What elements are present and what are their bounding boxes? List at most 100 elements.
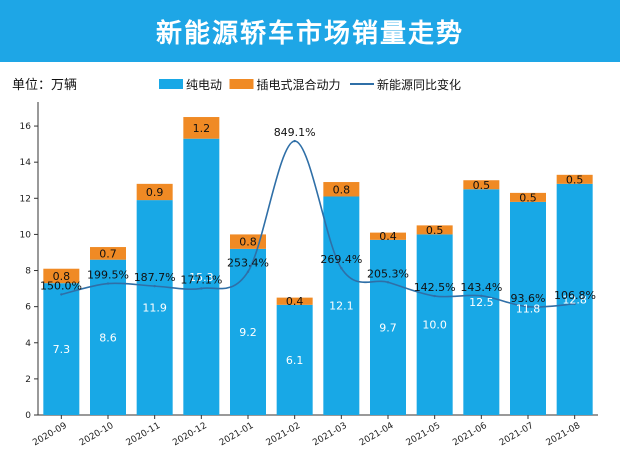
yoy-point	[340, 267, 343, 270]
x-tick-label: 2020-10	[78, 421, 116, 449]
phev-value-label: 1.2	[193, 122, 211, 135]
bar-bev	[510, 201, 546, 415]
x-tick-label: 2020-12	[171, 421, 209, 448]
y-tick-label: 4	[25, 339, 31, 349]
bev-value-label: 12.5	[469, 296, 494, 309]
bar-phev	[183, 117, 220, 139]
bev-value-label: 6.1	[286, 354, 304, 367]
yoy-line-layer	[60, 139, 576, 308]
x-tick-label: 2021-08	[545, 421, 583, 449]
bar-bev	[43, 283, 80, 415]
legend: 单位：万辆 纯电动 插电式混合动力 新能源同比变化	[12, 77, 461, 93]
legend-label: 插电式混合动力	[257, 77, 341, 92]
title-bar: 新能源轿车市场销量走势	[0, 0, 620, 62]
yoy-value-label: 143.4%	[460, 281, 502, 294]
chart-title: 新能源轿车市场销量走势	[155, 18, 464, 49]
y-tick-label: 6	[25, 303, 31, 313]
y-tick-label: 16	[20, 122, 32, 132]
phev-value-label: 0.8	[333, 183, 351, 196]
yoy-value-label: 269.4%	[320, 253, 362, 266]
phev-value-label: 0.4	[286, 295, 304, 308]
y-tick-label: 14	[20, 158, 32, 168]
yoy-point	[480, 294, 483, 298]
bev-value-label: 8.6	[99, 331, 117, 344]
bar-phev	[43, 268, 80, 284]
bar-bev	[136, 200, 173, 415]
phev-value-label: 0.7	[99, 247, 117, 260]
yoy-value-label: 142.5%	[414, 281, 456, 294]
x-tick-label: 2021-06	[451, 421, 489, 449]
bar-bev	[463, 189, 500, 415]
bar-phev	[323, 182, 360, 197]
x-tick-label: 2021-07	[498, 421, 536, 448]
bar-bev	[370, 239, 406, 415]
phev-value-label: 0.5	[426, 224, 444, 237]
bev-value-label: 10.0	[422, 319, 447, 332]
bar-phev	[90, 247, 126, 260]
bev-value-label: 11.9	[142, 302, 167, 315]
bar-bev	[323, 196, 360, 415]
phev-value-label: 0.5	[473, 179, 491, 192]
bar-phev	[230, 234, 266, 249]
bar-phev	[556, 174, 593, 184]
yoy-point	[573, 302, 576, 306]
yoy-point	[386, 281, 390, 284]
yoy-point	[153, 284, 156, 288]
data-labels: 7.3 8.6 11.9 15.3 9.2 6.1 12.1 9.7 10.0 12.5 11.8 1…	[40, 122, 596, 367]
yoy-value-label: 253.4%	[227, 257, 269, 270]
bar-bev	[230, 248, 266, 415]
phev-value-label: 0.8	[239, 236, 257, 249]
x-tick-label: 2021-03	[311, 421, 349, 448]
yoy-point	[60, 293, 63, 296]
yoy-value-label: 177.1%	[180, 273, 222, 286]
yoy-point	[293, 139, 296, 143]
bev-value-label: 9.7	[379, 321, 397, 334]
bar-phev	[370, 232, 406, 240]
bar-phev	[276, 297, 313, 305]
yoy-value-label: 150.0%	[40, 279, 82, 292]
yoy-value-label: 93.6%	[511, 292, 546, 305]
bar-bev	[276, 304, 313, 415]
bev-value-label: 9.2	[239, 326, 257, 339]
bar-bev	[183, 138, 220, 415]
yoy-point	[433, 294, 436, 298]
phev-value-label: 0.9	[146, 186, 164, 199]
y-tick-label: 0	[25, 411, 31, 421]
yoy-value-label: 199.5%	[87, 269, 129, 282]
bev-value-label: 11.8	[516, 302, 541, 315]
bar-bev	[416, 234, 453, 415]
bev-value-label: 15.3	[189, 271, 214, 284]
legend-label: 纯电动	[186, 78, 222, 92]
bar-phev	[136, 183, 173, 201]
phev-value-label: 0.5	[519, 191, 537, 204]
x-tick-label: 2021-02	[265, 421, 303, 448]
unit-label: 单位：万辆	[12, 78, 77, 93]
y-tick-label: 12	[20, 194, 31, 204]
x-tick-label: 2020-09	[31, 421, 69, 449]
x-tick-label: 2021-04	[358, 421, 396, 449]
phev-value-label: 0.8	[53, 270, 71, 283]
phev-value-label: 0.4	[379, 230, 397, 243]
bar-phev	[510, 192, 546, 202]
bars	[43, 117, 593, 415]
bar-bev	[556, 183, 593, 415]
bar-phev	[416, 225, 453, 235]
yoy-value-label: 106.8%	[554, 289, 596, 302]
yoy-point	[246, 270, 250, 273]
bev-value-label: 7.3	[53, 343, 71, 356]
legend-label: 新能源同比变化	[377, 77, 461, 92]
legend-swatch	[159, 79, 183, 89]
x-tick-label: 2020-11	[125, 421, 163, 448]
bar-phev	[463, 180, 500, 190]
yoy-point	[526, 305, 530, 308]
y-tick-label: 2	[25, 375, 31, 385]
legend-swatch	[229, 79, 254, 89]
yoy-point	[200, 287, 203, 290]
yoy-value-label: 849.1%	[274, 126, 316, 139]
yoy-value-label: 187.7%	[134, 271, 176, 284]
y-tick-label: 8	[25, 267, 31, 277]
phev-value-label: 0.5	[566, 173, 584, 186]
yoy-value-label: 205.3%	[367, 267, 409, 280]
bev-value-label: 12.8	[562, 293, 587, 306]
